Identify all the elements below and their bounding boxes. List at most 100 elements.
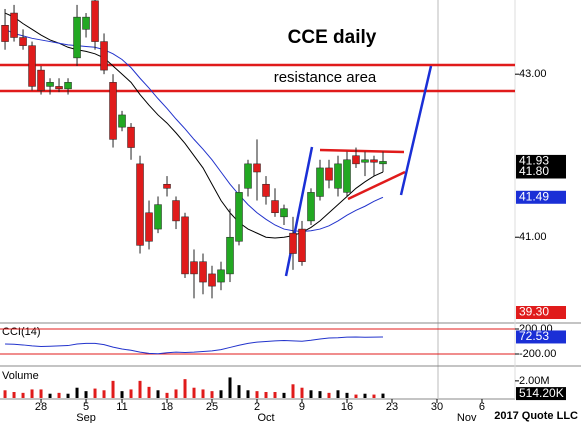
volume-bar <box>345 392 349 398</box>
volume-bar <box>192 387 196 398</box>
candle-body <box>298 228 306 262</box>
candle-body <box>100 41 108 71</box>
x-tick-label: 11 <box>116 401 127 413</box>
candle-body <box>262 183 270 197</box>
value-box-label: 514.20K <box>519 386 564 400</box>
volume-bar <box>183 379 187 398</box>
volume-bar <box>147 386 151 398</box>
value-box-label: 39.30 <box>519 305 549 319</box>
volume-bar <box>66 393 70 398</box>
annotation: resistance area <box>274 69 377 86</box>
volume-bar <box>372 394 376 398</box>
volume-bar <box>156 390 160 398</box>
volume-bar <box>111 380 115 398</box>
x-tick-label: 5 <box>83 401 89 413</box>
volume-bar <box>273 392 277 398</box>
candle-body <box>136 163 144 246</box>
volume-bar <box>84 391 88 398</box>
volume-bar <box>264 392 268 398</box>
volume-bar <box>174 389 178 398</box>
value-box-label: 41.93 <box>519 154 549 168</box>
x-tick-label: 6 <box>479 401 485 413</box>
volume-bar <box>12 392 16 398</box>
value-box <box>516 165 566 179</box>
volume-bar <box>228 377 232 398</box>
candle-body <box>235 192 243 242</box>
candle-body <box>379 161 387 165</box>
value-box <box>516 330 566 344</box>
candle-body <box>343 159 351 193</box>
y-tick-label: 43.00 <box>519 68 547 80</box>
volume-bar <box>75 387 79 398</box>
value-box-label: 41.49 <box>519 189 549 203</box>
moving-average <box>4 28 384 233</box>
candle-body <box>55 86 63 90</box>
candle-body <box>64 82 72 90</box>
volume-bar <box>129 389 133 398</box>
month-label: Sep <box>76 412 96 423</box>
candle-body <box>226 236 234 275</box>
candle-body <box>253 163 261 173</box>
month-label: Oct <box>257 412 274 423</box>
candle-body <box>10 12 18 38</box>
volume-bar <box>210 391 214 398</box>
volume-bar <box>300 387 304 398</box>
triangle-line <box>319 148 405 154</box>
x-tick-label: 30 <box>431 401 443 413</box>
candle-body <box>199 261 207 283</box>
volume-bar <box>318 391 322 398</box>
indicator-line <box>5 336 383 355</box>
candle-body <box>217 269 225 283</box>
candle-body <box>244 163 252 189</box>
candle-body <box>370 159 378 163</box>
moving-average <box>4 12 384 239</box>
candle-body <box>289 232 297 254</box>
y-tick-label: 2.00M <box>519 375 550 387</box>
value-box-label: 41.80 <box>519 164 549 178</box>
candle-body <box>91 0 99 42</box>
volume-bar <box>93 388 97 398</box>
volume-bar <box>138 380 142 398</box>
candle-body <box>154 204 162 230</box>
candle-body <box>190 261 198 275</box>
volume-bar <box>246 390 250 398</box>
candle-body <box>109 82 117 140</box>
value-box <box>516 387 566 401</box>
x-tick-label: 28 <box>35 401 47 413</box>
trend-line <box>399 65 433 196</box>
trend-line <box>284 146 314 277</box>
value-box <box>516 154 566 168</box>
volume-bar <box>336 390 340 398</box>
volume-bar <box>291 384 295 398</box>
volume-bar <box>309 390 313 398</box>
volume-bar <box>57 392 61 398</box>
candle-body <box>145 212 153 242</box>
x-tick-label: 18 <box>161 401 173 413</box>
volume-bar <box>255 391 259 398</box>
chart-title: CCE daily <box>288 27 377 48</box>
x-tick-label: 25 <box>206 401 218 413</box>
volume-bar <box>30 389 34 398</box>
candle-body <box>172 200 180 222</box>
triangle-line <box>347 170 406 201</box>
candle-body <box>118 114 126 128</box>
candle-body <box>271 200 279 214</box>
candle-body <box>127 126 135 148</box>
value-box-label: 72.53 <box>519 329 549 343</box>
x-tick-label: 2 <box>254 401 260 413</box>
candle-body <box>37 69 45 91</box>
x-tick-label: 16 <box>341 401 353 413</box>
candle-body <box>163 183 171 189</box>
panel-title: Volume <box>2 370 39 382</box>
candle-body <box>28 45 36 87</box>
candle-body <box>325 167 333 181</box>
x-tick-label: 9 <box>299 401 305 413</box>
volume-bar <box>21 392 25 398</box>
volume-bar <box>327 392 331 398</box>
candle-body <box>73 16 81 59</box>
candle-body <box>334 163 342 189</box>
candle-body <box>46 82 54 87</box>
month-label: Nov <box>457 412 477 423</box>
